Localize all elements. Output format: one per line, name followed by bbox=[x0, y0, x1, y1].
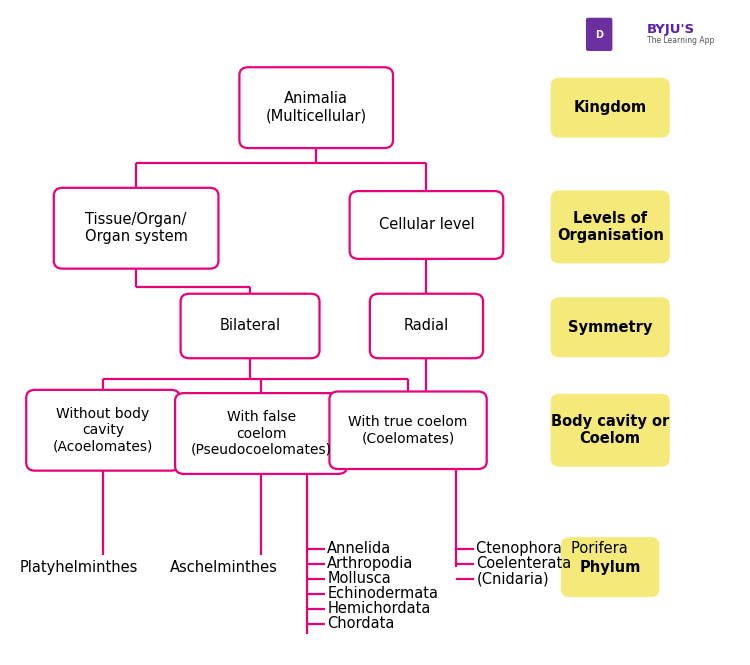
Text: Phylum: Phylum bbox=[580, 560, 641, 575]
FancyBboxPatch shape bbox=[550, 190, 670, 263]
Text: (Cnidaria): (Cnidaria) bbox=[476, 571, 549, 587]
Text: Animalia
(Multicellular): Animalia (Multicellular) bbox=[266, 92, 367, 124]
Text: Arthropodia: Arthropodia bbox=[327, 557, 413, 571]
Text: Levels of
Organisation: Levels of Organisation bbox=[556, 211, 664, 243]
FancyBboxPatch shape bbox=[26, 390, 180, 471]
Text: Body cavity or
Coelom: Body cavity or Coelom bbox=[551, 414, 669, 446]
Text: Annelida: Annelida bbox=[327, 541, 392, 557]
FancyBboxPatch shape bbox=[329, 392, 487, 469]
FancyBboxPatch shape bbox=[586, 18, 613, 51]
Text: Mollusca: Mollusca bbox=[327, 571, 391, 587]
FancyBboxPatch shape bbox=[239, 67, 393, 148]
Text: Echinodermata: Echinodermata bbox=[327, 587, 438, 601]
FancyBboxPatch shape bbox=[175, 393, 347, 474]
FancyBboxPatch shape bbox=[181, 294, 320, 358]
Text: With true coelom
(Coelomates): With true coelom (Coelomates) bbox=[349, 415, 468, 446]
Text: Ctenophora  Porifera: Ctenophora Porifera bbox=[476, 541, 628, 557]
Text: Platyhelminthes: Platyhelminthes bbox=[20, 560, 138, 575]
Text: Coelenterata: Coelenterata bbox=[476, 557, 572, 571]
FancyBboxPatch shape bbox=[350, 191, 503, 259]
Text: Cellular level: Cellular level bbox=[379, 217, 474, 233]
FancyBboxPatch shape bbox=[550, 78, 670, 138]
Text: Tissue/Organ/
Organ system: Tissue/Organ/ Organ system bbox=[85, 212, 188, 245]
FancyBboxPatch shape bbox=[54, 188, 218, 269]
Text: With false
coelom
(Pseudocoelomates): With false coelom (Pseudocoelomates) bbox=[190, 410, 332, 457]
FancyBboxPatch shape bbox=[550, 394, 670, 467]
FancyBboxPatch shape bbox=[370, 294, 483, 358]
Text: Without body
cavity
(Acoelomates): Without body cavity (Acoelomates) bbox=[53, 407, 153, 454]
Text: BYJU'S: BYJU'S bbox=[647, 23, 695, 36]
Text: D: D bbox=[596, 30, 603, 40]
Text: Aschelminthes: Aschelminthes bbox=[170, 560, 278, 575]
FancyBboxPatch shape bbox=[550, 297, 670, 357]
Text: Chordata: Chordata bbox=[327, 616, 394, 631]
Text: The Learning App: The Learning App bbox=[647, 36, 714, 45]
Text: Kingdom: Kingdom bbox=[574, 100, 646, 115]
Text: Radial: Radial bbox=[404, 319, 449, 333]
Text: Bilateral: Bilateral bbox=[220, 319, 280, 333]
FancyBboxPatch shape bbox=[561, 537, 659, 597]
Text: Hemichordata: Hemichordata bbox=[327, 601, 430, 616]
Text: Symmetry: Symmetry bbox=[568, 320, 652, 334]
